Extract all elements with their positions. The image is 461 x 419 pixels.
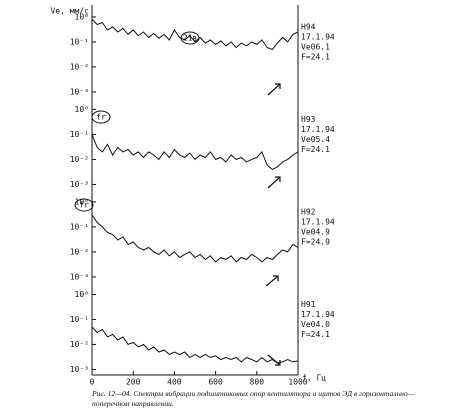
y-tick-label: 10⁻² — [70, 247, 89, 256]
panel-info: F=24.1 — [301, 53, 330, 62]
annotation: fr — [79, 201, 89, 210]
y-tick-label: 10⁻¹ — [70, 37, 89, 46]
y-tick-label: 10⁰ — [75, 12, 89, 21]
x-tick-label: 1000 — [288, 378, 307, 387]
arrow — [267, 176, 281, 189]
annotation: 21в — [183, 34, 197, 43]
y-tick-label: 10⁻² — [70, 155, 89, 164]
annotation-circle — [74, 198, 94, 212]
panel-info: 17.1.94 — [301, 218, 335, 227]
x-tick-label: 800 — [250, 378, 265, 387]
panel-info: Ve05.4 — [301, 135, 330, 144]
panel-info: H93 — [301, 115, 316, 124]
caption: Рис. 12—04. Спектры вибрации подшипников… — [91, 389, 415, 398]
spectrum-line — [91, 19, 299, 51]
y-tick-label: 10⁻¹ — [70, 315, 89, 324]
y-tick-label: 10⁰ — [75, 290, 89, 299]
panel-info: 17.1.94 — [301, 310, 335, 319]
panel-info: Ve04.0 — [301, 320, 330, 329]
y-axis-label: Ve, мм/с — [50, 7, 89, 16]
arrow — [265, 275, 279, 287]
y-tick-label: 10⁻³ — [70, 365, 89, 374]
x-tick-label: 600 — [208, 378, 223, 387]
arrow — [267, 83, 281, 96]
arrow — [267, 354, 281, 366]
annotation: fr — [96, 113, 106, 122]
panel-info: H92 — [301, 208, 316, 217]
panel-info: Ve04.9 — [301, 228, 330, 237]
panel-info: F=24.1 — [301, 145, 330, 154]
y-tick-label: 10⁻³ — [70, 87, 89, 96]
panel-info: H94 — [301, 23, 316, 32]
panel-info: H91 — [301, 300, 316, 309]
x-tick-label: 0 — [90, 378, 95, 387]
spectrum-line — [91, 326, 299, 364]
x-tick-label: 400 — [167, 378, 182, 387]
panel-info: 17.1.94 — [301, 125, 335, 134]
spectrum-line — [91, 214, 299, 263]
y-tick-label: 10⁻¹ — [70, 130, 89, 139]
y-tick-label: 10⁻¹ — [70, 222, 89, 231]
y-tick-label: 10⁻² — [70, 340, 89, 349]
panel-info: 17.1.94 — [301, 33, 335, 42]
annotation-circle — [91, 110, 111, 124]
panel-info: F=24.9 — [301, 238, 330, 247]
arrows — [265, 83, 281, 366]
panel-info: F=24.1 — [301, 330, 330, 339]
spectrum-line — [91, 134, 299, 170]
y-tick-label: 10⁰ — [75, 105, 89, 114]
x-tick-label: 200 — [126, 378, 141, 387]
y-tick-label: 10⁻² — [70, 62, 89, 71]
y-tick-label: 10⁻³ — [70, 180, 89, 189]
caption: поперечном направлении. — [92, 399, 174, 408]
panel-info: Ve06.1 — [301, 43, 330, 52]
x-axis-label: f, Гц — [302, 374, 326, 383]
y-tick-label: 10⁻³ — [70, 272, 89, 281]
y-tick-label: 10⁰ — [75, 197, 89, 206]
